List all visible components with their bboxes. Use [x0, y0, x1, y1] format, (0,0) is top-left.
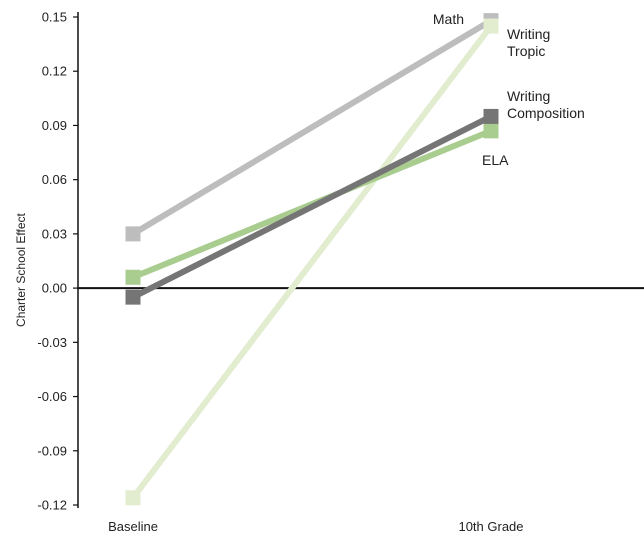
series-label: ELA [482, 152, 509, 168]
series-1 [125, 18, 499, 506]
x-ticks: Baseline 10th Grade [108, 519, 523, 534]
data-point-marker [483, 108, 499, 124]
series-label-line: ELA [482, 152, 509, 168]
y-tick-label: 0.15 [42, 10, 67, 25]
y-ticks: 0.15 0.12 0.09 0.06 0.03 0.00 -0.03 -0.06 -0.09 -… [37, 10, 78, 513]
series-label: Math [433, 11, 464, 27]
series-3 [125, 108, 499, 305]
y-tick-label: -0.06 [37, 389, 67, 404]
data-point-marker [483, 18, 499, 34]
series-line [130, 24, 494, 500]
series-label-line: Composition [507, 105, 585, 121]
series-label-line: Tropic [507, 43, 545, 59]
x-tick-label: 10th Grade [458, 519, 523, 534]
data-point-marker [125, 289, 141, 305]
data-point-marker [125, 269, 141, 285]
y-tick-label: 0.06 [42, 172, 67, 187]
y-tick-label: 0.09 [42, 118, 67, 133]
data-point-marker [125, 226, 141, 242]
series-label-line: Writing [507, 26, 550, 42]
y-axis-label: Charter School Effect [14, 212, 28, 327]
series-line [131, 113, 493, 300]
series-line [131, 18, 493, 237]
series-layer [125, 13, 499, 506]
y-tick-label: 0.03 [42, 226, 67, 241]
data-point-marker [483, 123, 499, 139]
y-tick-label: 0.12 [42, 64, 67, 79]
series-label: Writing Tropic [507, 26, 550, 59]
series-label-line: Writing [507, 88, 550, 104]
y-tick-label: -0.03 [37, 335, 67, 350]
series-label: Writing Composition [507, 88, 585, 121]
y-tick-label: -0.12 [37, 498, 67, 513]
x-tick-label: Baseline [108, 519, 158, 534]
axes: 0.15 0.12 0.09 0.06 0.03 0.00 -0.03 -0.06 -0.09 -… [14, 10, 644, 534]
data-point-marker [125, 490, 141, 506]
series-label-line: Math [433, 11, 464, 27]
y-tick-label: -0.09 [37, 443, 67, 458]
y-tick-label: 0.00 [42, 281, 67, 296]
